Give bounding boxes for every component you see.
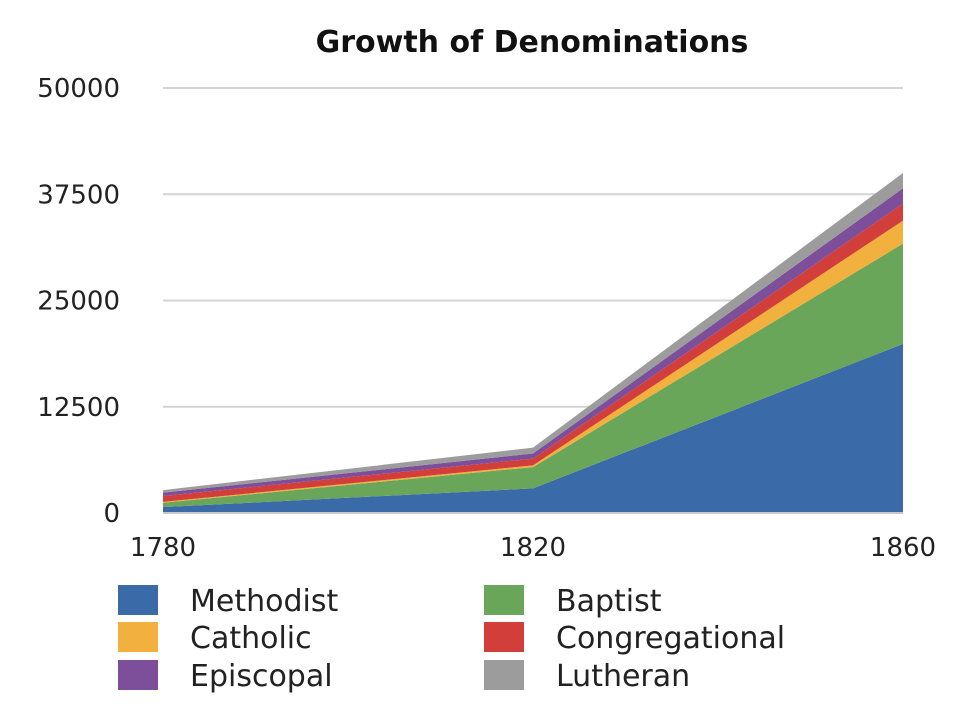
legend-label: Congregational [556, 621, 785, 656]
legend-swatch [118, 622, 158, 652]
legend-item-catholic: Catholic [118, 621, 312, 656]
x-axis-ticks: 1780 1820 1860 [130, 533, 936, 563]
legend-label: Baptist [556, 584, 662, 619]
legend-label: Catholic [190, 621, 312, 656]
legend-swatch [118, 585, 158, 615]
legend: Methodist Baptist Catholic Congregational Ep… [118, 584, 785, 694]
x-tick-label: 1780 [130, 533, 196, 563]
y-tick-label: 37500 [37, 180, 120, 210]
y-tick-label: 12500 [37, 393, 120, 423]
x-tick-label: 1860 [870, 533, 936, 563]
legend-swatch [484, 622, 524, 652]
legend-item-baptist: Baptist [484, 584, 662, 619]
legend-item-congregational: Congregational [484, 621, 785, 656]
x-tick-label: 1820 [500, 533, 566, 563]
legend-label: Lutheran [556, 659, 690, 694]
legend-swatch [118, 660, 158, 690]
stacked-areas [163, 173, 903, 513]
area-baptist [163, 243, 903, 508]
area-methodist [163, 343, 903, 513]
y-tick-label: 50000 [37, 74, 120, 104]
chart-title: Growth of Denominations [316, 25, 749, 60]
legend-item-methodist: Methodist [118, 584, 338, 619]
legend-label: Methodist [190, 584, 338, 619]
legend-label: Episcopal [190, 659, 333, 694]
y-tick-label: 0 [103, 499, 120, 529]
legend-item-episcopal: Episcopal [118, 659, 333, 694]
y-tick-label: 25000 [37, 287, 120, 317]
legend-swatch [484, 585, 524, 615]
y-axis-ticks: 0 12500 25000 37500 50000 [37, 74, 120, 529]
legend-swatch [484, 660, 524, 690]
legend-item-lutheran: Lutheran [484, 659, 690, 694]
